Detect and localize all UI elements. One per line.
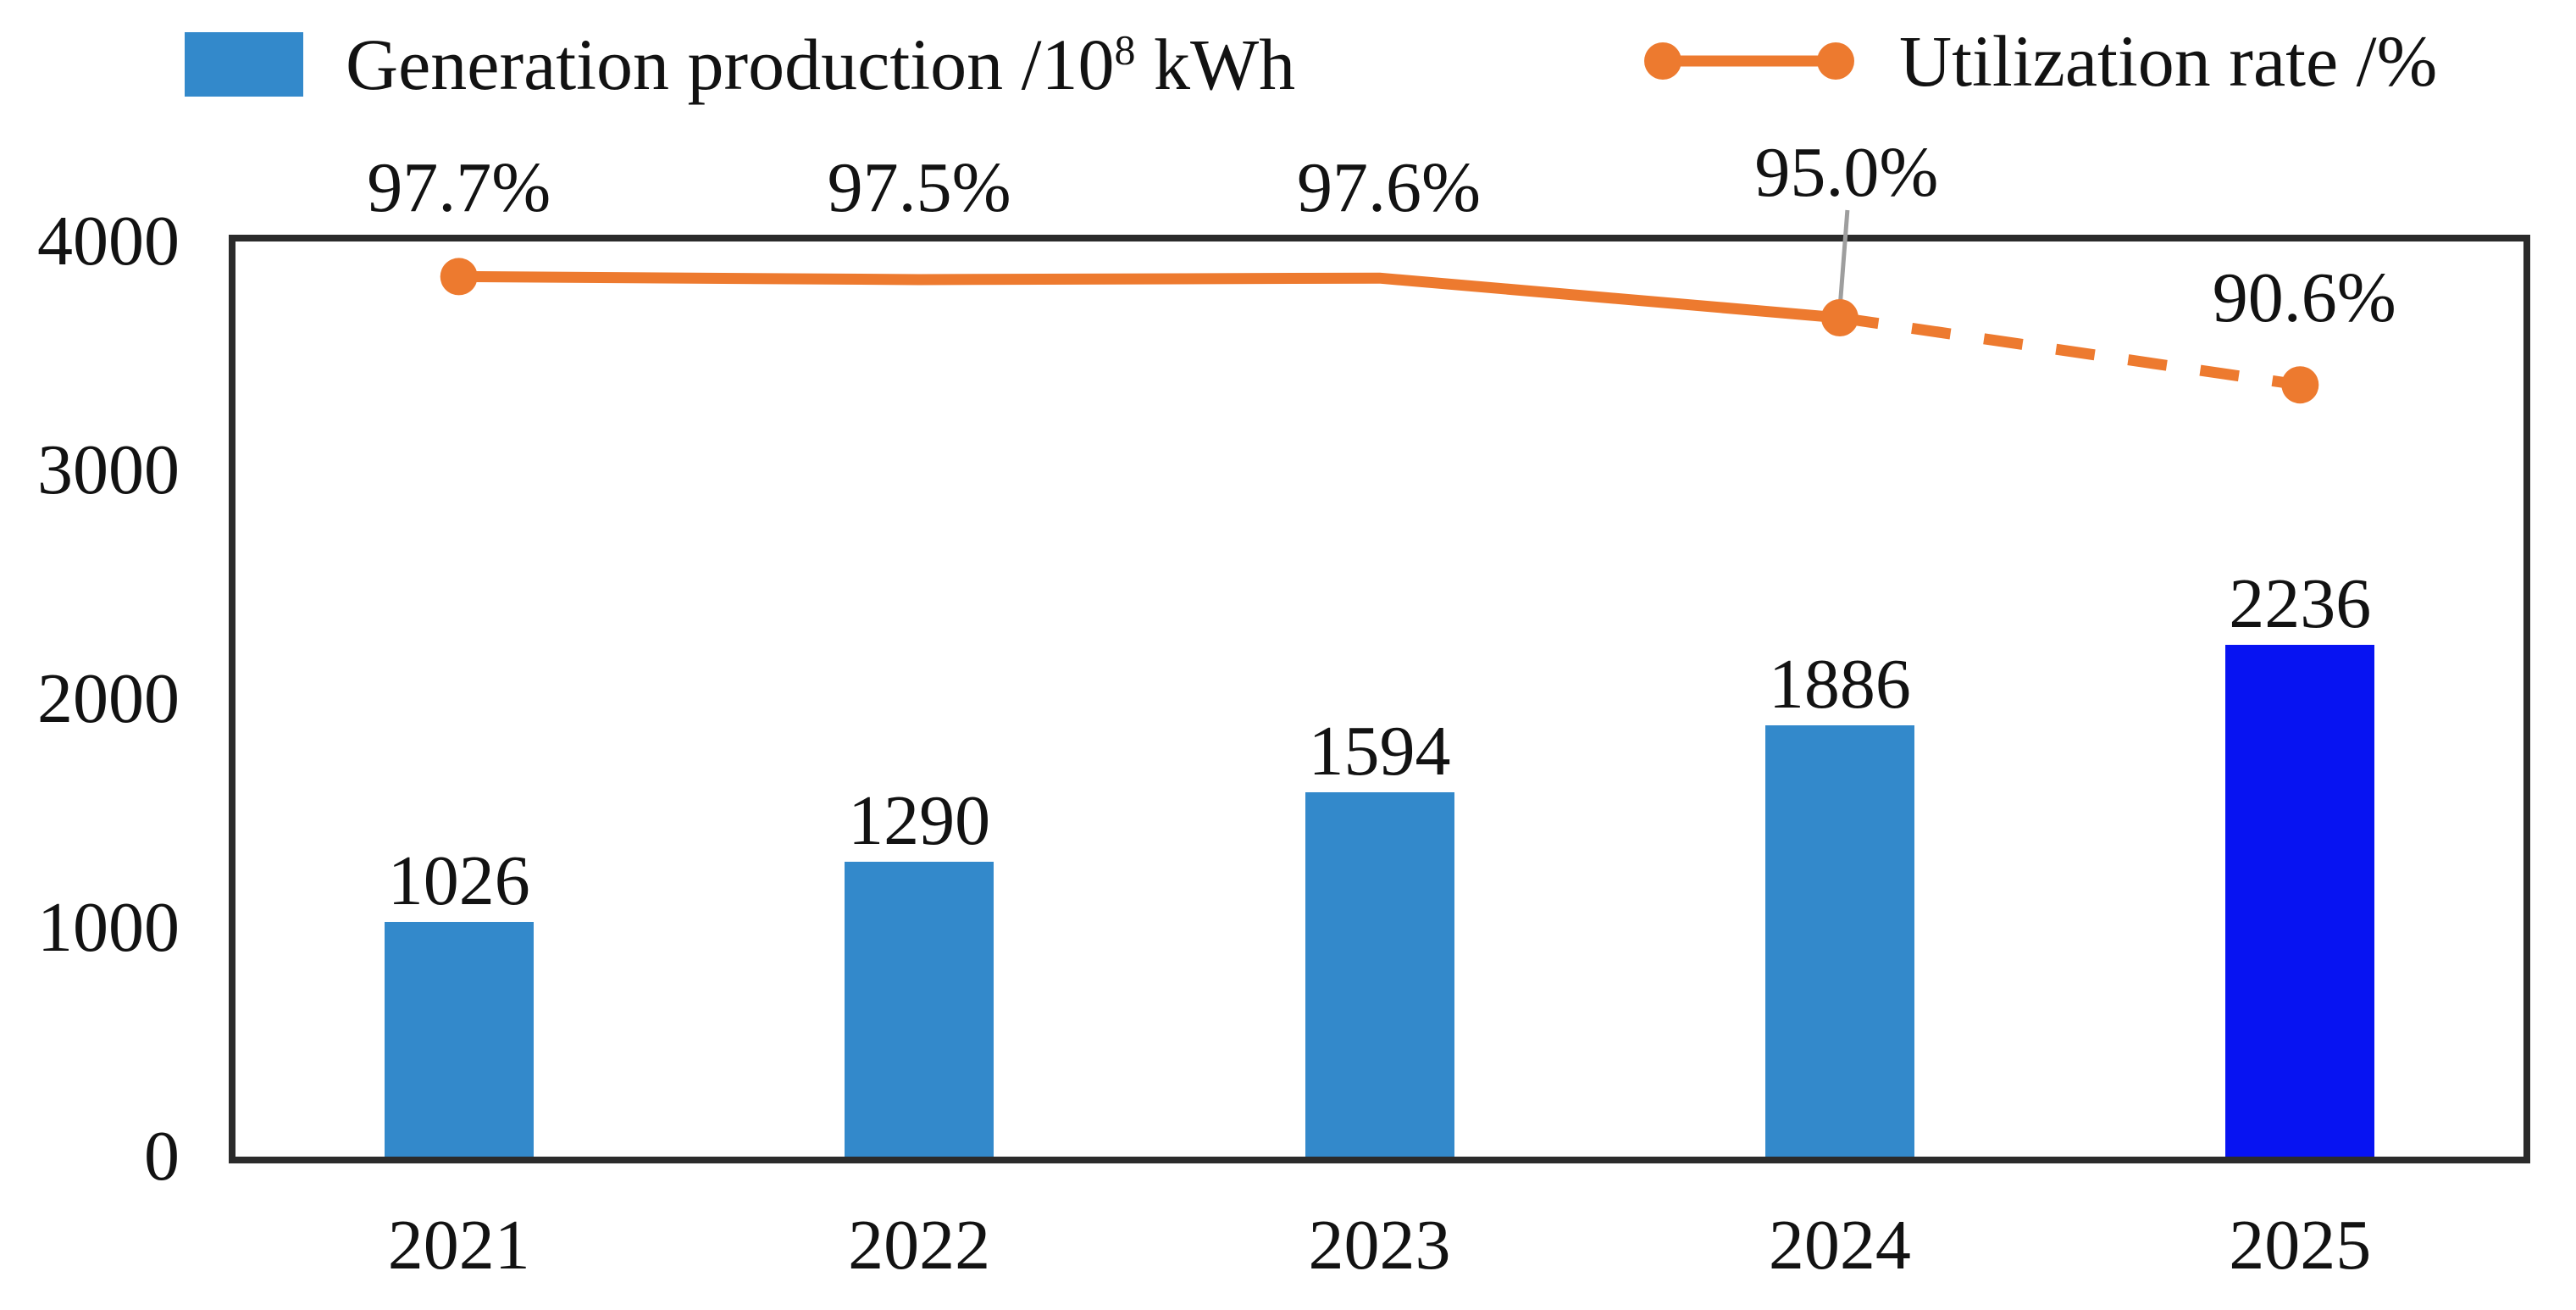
bar-2023 (1305, 791, 1454, 1157)
rate-label-2021: 97.7% (367, 148, 551, 227)
y-tick-label-3000: 3000 (37, 430, 180, 509)
y-tick-label-4000: 4000 (37, 202, 180, 280)
rate-label-2025: 90.6% (2212, 258, 2396, 337)
legend-item-utilization-rate: Utilization rate /% (1643, 8, 2437, 114)
y-tick-label-2000: 2000 (37, 659, 180, 738)
bar-series-legend-text-suffix: kWh (1135, 24, 1296, 105)
x-tick-label-2022: 2022 (848, 1206, 991, 1285)
bar-value-label-2023: 1594 (1308, 711, 1451, 791)
bar-series-legend-superscript: 8 (1114, 26, 1136, 74)
rate-label-2024: 95.0% (1754, 133, 1939, 212)
line-series-marker-icon (1644, 42, 1854, 80)
bar-2025 (2225, 645, 2375, 1157)
bar-2021 (384, 921, 534, 1157)
y-tick-label-1000: 1000 (37, 888, 180, 967)
bar-value-label-2025: 2236 (2229, 564, 2372, 644)
bar-value-label-2022: 1290 (848, 780, 991, 860)
x-tick-label-2023: 2023 (1308, 1206, 1451, 1285)
x-tick-label-2021: 2021 (387, 1206, 530, 1285)
x-tick-label-2025: 2025 (2229, 1206, 2372, 1285)
bar-value-label-2024: 1886 (1768, 644, 1911, 724)
line-series-legend-label: Utilization rate /% (1899, 20, 2438, 102)
bar-2024 (1764, 724, 1914, 1157)
bar-value-label-2021: 1026 (387, 841, 530, 920)
bar-2022 (845, 861, 994, 1157)
bar-series-legend-text-prefix: Generation production /10 (346, 24, 1115, 105)
legend-item-generation-production: Generation production /108 kWh (185, 24, 1295, 105)
rate-label-2022: 97.5% (827, 148, 1011, 227)
bar-series-legend-label: Generation production /108 kWh (346, 24, 1295, 105)
y-tick-label-0: 0 (144, 1117, 180, 1196)
x-tick-label-2024: 2024 (1768, 1206, 1911, 1285)
bar-series-swatch-icon (185, 32, 303, 97)
rate-label-2023: 97.6% (1297, 148, 1481, 227)
